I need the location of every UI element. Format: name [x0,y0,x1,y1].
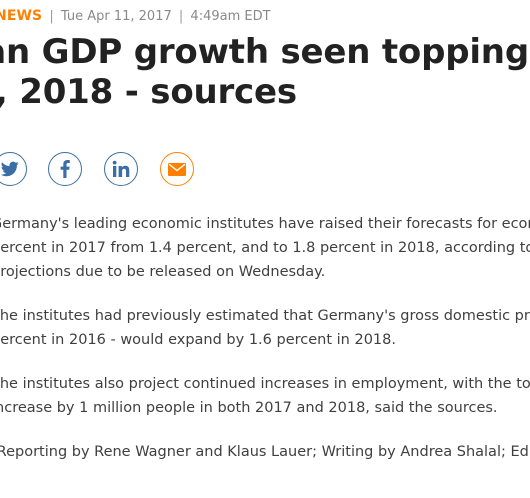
paragraph-line: (Reporting by Rene Wagner and Klaus Laue… [0,444,530,460]
headline-line: man GDP growth seen topping es [0,32,530,72]
article-paragraph: The institutes had previously estimated … [0,304,530,352]
meta-separator: | [178,9,184,24]
paragraph-line: Germany's leading economic institutes ha… [0,216,530,232]
article-body: Germany's leading economic institutes ha… [0,212,530,484]
twitter-share-button[interactable] [0,152,27,186]
email-share-button[interactable] [160,152,194,186]
article-credits: (Reporting by Rene Wagner and Klaus Laue… [0,440,530,464]
article-date: Tue Apr 11, 2017 [60,9,172,24]
article-meta: NEWS | Tue Apr 11, 2017 | 4:49am EDT [0,6,271,27]
share-bar [0,152,530,192]
linkedin-share-button[interactable] [104,152,138,186]
paragraph-line: increase by 1 million people in both 201… [0,400,498,416]
meta-separator: | [49,9,54,24]
article-time: 4:49am EDT [190,9,271,24]
article-paragraph: The institutes also project continued in… [0,372,530,420]
facebook-share-button[interactable] [48,152,82,186]
article-headline: man GDP growth seen topping es 17, 2018 … [0,32,530,112]
paragraph-line: percent in 2017 from 1.4 percent, and to… [0,240,530,256]
paragraph-line: projections due to be released on Wednes… [0,264,326,280]
linkedin-icon [112,160,130,177]
category-link[interactable]: NEWS [0,8,43,24]
twitter-icon [1,161,19,177]
email-icon [168,162,186,176]
headline-line: 17, 2018 - sources [0,72,297,112]
paragraph-line: The institutes had previously estimated … [0,308,530,324]
article-paragraph: Germany's leading economic institutes ha… [0,212,530,284]
paragraph-line: percent in 2016 - would expand by 1.6 pe… [0,332,396,348]
paragraph-line: The institutes also project continued in… [0,376,530,392]
facebook-icon [60,160,70,178]
